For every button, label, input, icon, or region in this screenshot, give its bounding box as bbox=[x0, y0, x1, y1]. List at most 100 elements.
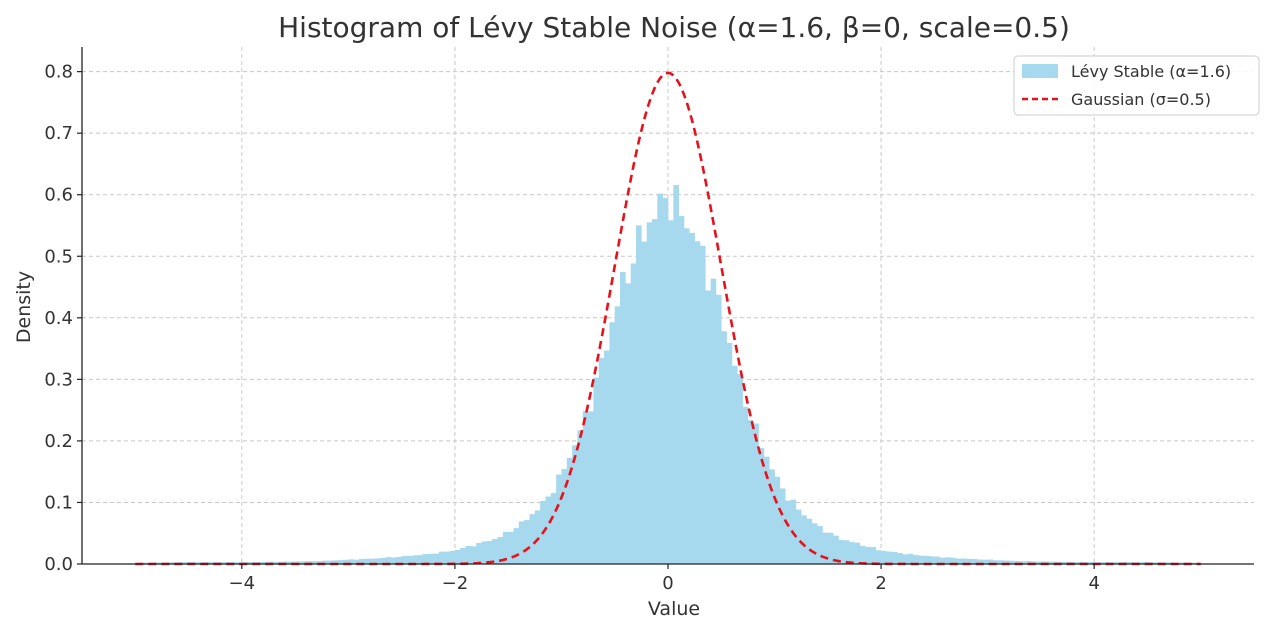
histogram-bar bbox=[881, 550, 887, 564]
x-axis-label: Value bbox=[648, 598, 700, 620]
histogram-bar bbox=[1099, 562, 1106, 564]
histogram-bar bbox=[247, 562, 253, 564]
histogram-bar bbox=[897, 553, 903, 564]
histogram-bar bbox=[1008, 560, 1015, 564]
histogram-bar bbox=[284, 561, 291, 564]
histogram-bar bbox=[167, 562, 173, 564]
histogram-bar bbox=[689, 232, 695, 564]
x-tick-label: 2 bbox=[875, 573, 886, 594]
histogram-bar bbox=[870, 547, 877, 564]
histogram-bar bbox=[854, 542, 861, 564]
histogram-bar bbox=[646, 222, 653, 564]
histogram-bar bbox=[865, 546, 871, 564]
histogram-bar bbox=[1115, 562, 1122, 564]
gaussian-curve-layer bbox=[135, 71, 1201, 566]
histogram-bar bbox=[918, 555, 925, 564]
histogram-bar bbox=[193, 562, 200, 564]
histogram-bar bbox=[1046, 561, 1052, 564]
histogram-bar bbox=[992, 560, 999, 564]
histogram-bar bbox=[747, 420, 754, 564]
histogram-bar bbox=[1179, 562, 1186, 564]
histogram-bar bbox=[375, 558, 381, 564]
histogram-bar bbox=[652, 219, 658, 564]
histogram-bar bbox=[1072, 562, 1079, 564]
histogram-bar bbox=[396, 556, 402, 564]
histogram-bar bbox=[428, 553, 434, 564]
histogram-bar bbox=[406, 556, 413, 564]
histogram-bar bbox=[364, 558, 370, 564]
histogram-bar bbox=[838, 539, 845, 564]
histogram-bar bbox=[614, 306, 621, 564]
histogram-bar bbox=[636, 225, 642, 564]
y-tick-label: 0.5 bbox=[44, 246, 73, 267]
histogram-bar bbox=[1019, 561, 1026, 564]
histogram-bar bbox=[449, 550, 456, 564]
histogram-bar bbox=[476, 543, 482, 564]
histogram-bar bbox=[332, 560, 339, 564]
histogram-bar bbox=[811, 523, 818, 564]
histogram-bar bbox=[486, 540, 493, 564]
histogram-bar bbox=[694, 241, 701, 564]
histogram-bar bbox=[806, 518, 813, 564]
histogram-bar bbox=[795, 509, 802, 564]
histogram-bar bbox=[1024, 561, 1031, 564]
histogram-bar bbox=[502, 531, 509, 564]
histogram-bar bbox=[433, 553, 440, 564]
histogram-bar bbox=[742, 406, 749, 564]
histogram-bar bbox=[343, 559, 349, 564]
chart-title: Histogram of Lévy Stable Noise (α=1.6, β… bbox=[278, 11, 1070, 44]
histogram-bar bbox=[321, 560, 328, 564]
histogram-bar bbox=[556, 474, 562, 564]
histogram-bar bbox=[987, 559, 994, 564]
histogram-bar bbox=[534, 510, 541, 564]
y-tick-label: 0.1 bbox=[44, 492, 73, 513]
histogram-bar bbox=[460, 547, 466, 564]
histogram-bar bbox=[801, 515, 807, 564]
y-tick-label: 0.3 bbox=[44, 369, 73, 390]
histogram-bar bbox=[641, 241, 647, 565]
histogram-bar bbox=[550, 493, 557, 564]
histogram-bar bbox=[529, 514, 536, 564]
histogram-bar bbox=[1152, 562, 1159, 564]
histogram-bar bbox=[710, 278, 717, 564]
histogram-bar bbox=[1163, 562, 1170, 564]
histogram-bar bbox=[923, 555, 930, 564]
legend-label-gaussian: Gaussian (σ=0.5) bbox=[1071, 90, 1211, 109]
histogram-bar bbox=[140, 562, 147, 564]
histogram-bar bbox=[316, 561, 323, 564]
histogram-bar bbox=[593, 377, 600, 564]
histogram-bar bbox=[311, 561, 317, 564]
histogram-bar bbox=[705, 290, 711, 564]
histogram-bar bbox=[769, 469, 775, 564]
histogram-bar bbox=[422, 553, 429, 564]
histogram-bar bbox=[582, 411, 589, 564]
histogram-bar bbox=[385, 557, 392, 564]
histogram-bar bbox=[353, 559, 360, 564]
histogram-bar bbox=[598, 358, 605, 564]
histogram-bar bbox=[1003, 560, 1010, 564]
histogram-bar bbox=[1062, 561, 1068, 564]
histogram-bar bbox=[481, 541, 488, 564]
histogram-bar bbox=[348, 559, 354, 564]
histogram-bar bbox=[156, 562, 163, 564]
histogram-bar bbox=[763, 456, 770, 564]
histogram-bar bbox=[566, 457, 573, 564]
x-tick-label: −2 bbox=[442, 573, 469, 594]
histogram-bar bbox=[518, 521, 525, 564]
histogram-bar bbox=[657, 193, 663, 564]
histogram-bar bbox=[683, 228, 690, 565]
histogram-bar bbox=[1088, 562, 1095, 564]
histogram-bar bbox=[524, 520, 530, 564]
histogram-bar bbox=[907, 553, 914, 564]
histogram-bar bbox=[891, 552, 898, 564]
histogram-bar bbox=[412, 555, 418, 564]
histogram-bar bbox=[662, 198, 669, 564]
histogram-bar bbox=[950, 557, 956, 564]
histogram-bar bbox=[1035, 561, 1042, 564]
gaussian-curve bbox=[135, 71, 1201, 566]
histogram-bar bbox=[337, 560, 344, 564]
histogram-bar bbox=[875, 550, 882, 564]
histogram-bar bbox=[470, 546, 477, 564]
axes bbox=[77, 47, 1254, 569]
histogram-bar bbox=[945, 557, 951, 564]
